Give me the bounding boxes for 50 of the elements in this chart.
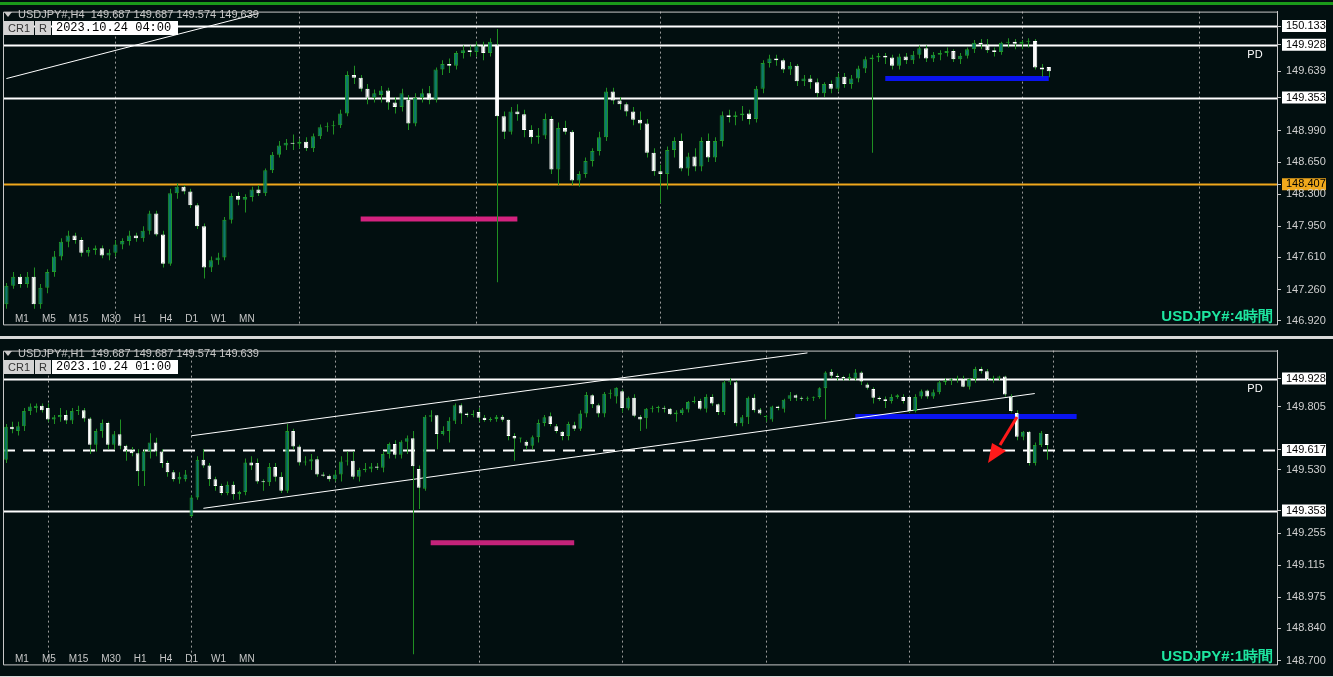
y-tick-label: 149.255 — [1286, 526, 1326, 539]
ref-line-label: PD — [1247, 48, 1263, 61]
y-tick-label: 148.300 — [1286, 187, 1326, 200]
y-tick-label: 149.617 — [1286, 443, 1326, 456]
annotation: D1 — [184, 313, 200, 324]
annotation: CR1 — [4, 21, 35, 35]
annotation: M1 — [14, 653, 30, 664]
y-tick-label: 146.920 — [1286, 313, 1326, 326]
text: USDJPY#:4時間 — [1161, 307, 1273, 326]
annotation: M15 — [67, 313, 90, 324]
annotation: H1 — [132, 653, 148, 664]
y-tick-label: 148.990 — [1286, 123, 1326, 136]
annotation: M1 — [14, 313, 30, 324]
ref-line-label: PD — [1247, 382, 1263, 395]
annotation: R — [35, 360, 51, 374]
annotation: H4 — [158, 313, 174, 324]
y-tick-label: 149.928 — [1286, 371, 1326, 384]
annotation: W1 — [210, 313, 228, 324]
text: USDJPY#:1時間 — [1161, 647, 1273, 666]
y-tick-label: 149.928 — [1286, 37, 1326, 50]
annotation: M5 — [40, 313, 57, 324]
annotation: M5 — [40, 653, 57, 664]
annotation: 2023.10.24 04:00 — [51, 21, 178, 35]
y-tick-label: 148.975 — [1286, 590, 1326, 603]
y-tick-label: 149.805 — [1286, 399, 1326, 412]
annotation: MN — [238, 313, 256, 324]
annotation: M30 — [100, 313, 122, 324]
y-tick-label: 149.353 — [1286, 90, 1326, 103]
annotation: D1 — [184, 653, 200, 664]
y-tick-label: 148.650 — [1286, 155, 1326, 168]
y-tick-label: 147.950 — [1286, 219, 1326, 232]
y-tick-label: 148.700 — [1286, 653, 1326, 666]
y-tick-label: 149.353 — [1286, 503, 1326, 516]
annotation: M15 — [67, 653, 90, 664]
y-tick-label: 150.133 — [1286, 19, 1326, 32]
y-tick-label: 148.840 — [1286, 621, 1326, 634]
annotation: H1 — [132, 313, 148, 324]
annotation: MN — [238, 653, 256, 664]
y-tick-label: 149.639 — [1286, 64, 1326, 77]
annotation: H4 — [158, 653, 174, 664]
annotation: CR1 — [4, 360, 35, 374]
y-tick-label: 147.260 — [1286, 282, 1326, 295]
y-tick-label: 149.530 — [1286, 463, 1326, 475]
annotation: R — [35, 21, 51, 35]
annotation: M30 — [100, 653, 122, 664]
y-tick-label: 147.610 — [1286, 250, 1326, 263]
annotation: W1 — [210, 653, 228, 664]
y-tick-label: 148.407 — [1286, 177, 1326, 190]
y-tick-label: 149.115 — [1286, 558, 1325, 571]
annotation: 2023.10.24 01:00 — [51, 360, 178, 374]
